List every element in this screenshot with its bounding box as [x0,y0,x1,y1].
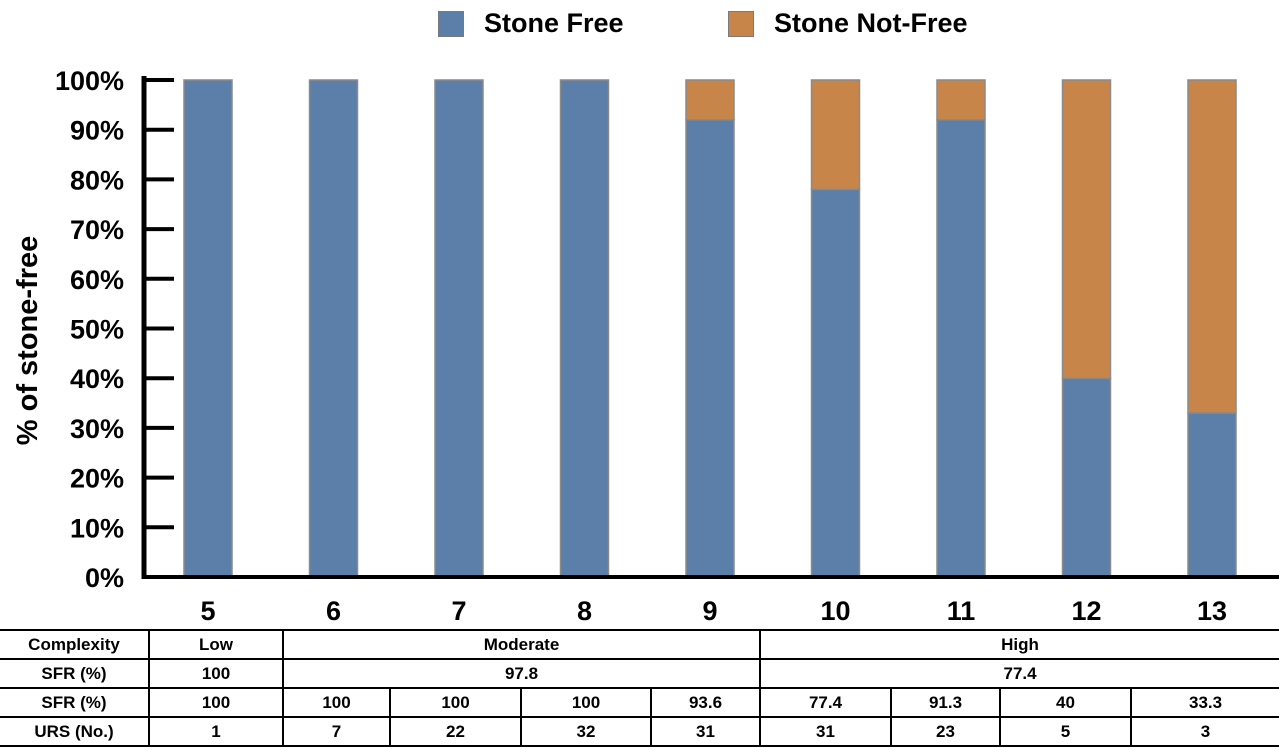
table-cell: 31 [759,716,893,747]
table-cell: 5 [999,716,1133,747]
bar-segment-stone-not-free-12 [1061,79,1112,379]
y-tick-label: 20% [70,464,124,494]
table-cell: 23 [890,716,1002,747]
bar-segment-stone-free-5 [183,79,233,578]
table-row-header: Complexity [0,629,150,660]
table-cell: 100 [389,687,522,718]
table-cell: 77.4 [759,658,1279,689]
bar-segment-stone-free-9 [685,119,735,578]
table-cell: 91.3 [890,687,1002,718]
legend-label-stone-free: Stone Free [484,8,624,38]
bar-segment-stone-free-11 [936,119,986,578]
table-cell: 22 [389,716,522,747]
y-tick-label: 70% [70,215,124,245]
bar-segment-stone-free-6 [308,79,359,578]
legend-swatch-stone-not-free [728,10,754,37]
y-tick-label: 80% [70,165,124,195]
bar-segment-stone-free-8 [559,79,610,578]
x-tick-label: 10 [820,596,850,626]
x-tick-label: 12 [1071,596,1101,626]
x-axis-tick-labels: 5 6 7 8 9 10 11 12 13 [200,596,1227,626]
table-cell: 100 [282,687,391,718]
bar-series [183,79,1237,578]
table-cell: 100 [520,687,652,718]
bar-segment-stone-not-free-13 [1187,79,1237,414]
table-cell: 40 [999,687,1133,718]
summary-table: Complexity Low Moderate High SFR (%) 100 97.8 7… [0,629,1279,747]
y-tick-label: 30% [70,414,124,444]
bar-segment-stone-not-free-11 [936,79,986,121]
bar-segment-stone-free-12 [1061,377,1112,578]
table-row: URS (No.) 1 7 22 32 31 31 23 5 3 [0,716,1279,747]
table-cell: Moderate [281,629,762,660]
bar-segment-stone-free-13 [1187,412,1237,578]
y-axis-ticks: 0% 10% 20% 30% 40% 50% 60% 70% 80% 90% 100% [55,66,174,593]
legend-item-stone-not-free: Stone Not-Free [728,8,968,39]
table-cell: 1 [148,716,284,747]
chart-legend: Stone Free Stone Not-Free [0,2,1279,42]
table-cell: 100 [148,687,284,718]
table-row: SFR (%) 100 97.8 77.4 [0,658,1279,689]
table-cell: 3 [1130,716,1279,747]
y-tick-label: 100% [55,66,124,96]
table-cell: 7 [282,716,391,747]
bar-segment-stone-free-7 [434,79,484,578]
stacked-bar-chart: 0% 10% 20% 30% 40% 50% 60% 70% 80% 90% 100% 5 6 7 8 9 1… [12,66,1279,626]
legend-item-stone-free: Stone Free [438,8,624,39]
table-row: SFR (%) 100 100 100 100 93.6 77.4 91.3 40 33.3 [0,687,1279,718]
x-tick-label: 8 [577,596,592,626]
table-cell: 32 [520,716,652,747]
y-tick-label: 10% [70,513,124,543]
y-tick-label: 40% [70,364,124,394]
bar-segment-stone-free-10 [810,188,861,578]
x-tick-label: 13 [1197,596,1227,626]
legend-label-stone-not-free: Stone Not-Free [774,8,968,38]
table-cell: Low [148,629,284,660]
x-tick-label: 11 [947,596,976,626]
table-row-header: URS (No.) [0,716,150,747]
table-cell: 77.4 [759,687,893,718]
table-cell: 97.8 [281,658,762,689]
bar-segment-stone-not-free-9 [685,79,735,121]
table-row-header: SFR (%) [0,687,150,718]
x-tick-label: 7 [451,596,466,626]
table-cell: 100 [148,658,284,689]
y-tick-label: 90% [70,116,124,146]
table-cell: 93.6 [649,687,762,718]
x-tick-label: 9 [702,596,717,626]
x-tick-label: 5 [200,596,215,626]
x-tick-label: 6 [326,596,341,626]
table-cell: 33.3 [1130,687,1279,718]
y-tick-label: 0% [85,563,124,593]
table-cell: 31 [649,716,762,747]
legend-swatch-stone-free [438,10,464,37]
bar-segment-stone-not-free-10 [810,79,861,191]
table-row-header: SFR (%) [0,658,150,689]
y-axis-title: % of stone-free [12,236,44,445]
y-tick-label: 60% [70,265,124,295]
y-tick-label: 50% [70,315,124,345]
table-row: Complexity Low Moderate High [0,629,1279,660]
table-cell: High [759,629,1279,660]
